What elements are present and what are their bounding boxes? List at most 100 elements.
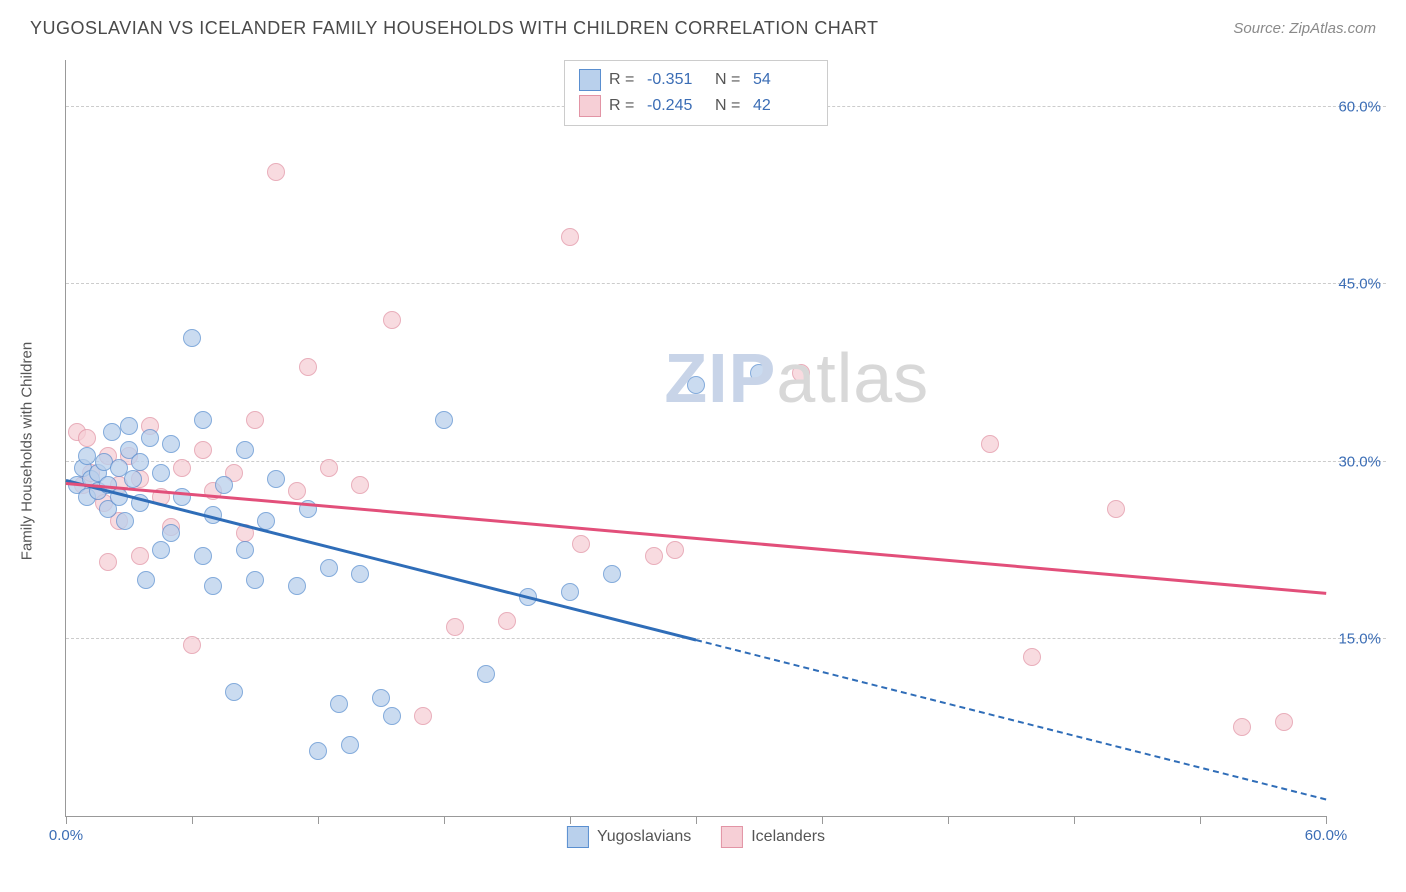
scatter-point-yugoslavians xyxy=(309,742,327,760)
n-value-icelanders: 42 xyxy=(753,97,813,115)
r-label: R = xyxy=(609,97,639,115)
legend-row-yugoslavians: R = -0.351 N = 54 xyxy=(579,67,813,93)
scatter-point-yugoslavians xyxy=(225,683,243,701)
source-attribution: Source: ZipAtlas.com xyxy=(1233,20,1376,37)
scatter-point-yugoslavians xyxy=(183,329,201,347)
scatter-point-icelanders xyxy=(267,163,285,181)
scatter-point-icelanders xyxy=(666,541,684,559)
scatter-point-icelanders xyxy=(446,618,464,636)
gridline-h xyxy=(66,638,1386,639)
scatter-point-yugoslavians xyxy=(162,524,180,542)
scatter-point-icelanders xyxy=(645,547,663,565)
xtick-label: 0.0% xyxy=(49,827,83,844)
chart-container: Family Households with Children ZIPatlas… xyxy=(45,60,1386,842)
scatter-point-yugoslavians xyxy=(267,470,285,488)
trendline-extrapolated xyxy=(696,639,1326,800)
scatter-point-icelanders xyxy=(1023,648,1041,666)
scatter-point-yugoslavians xyxy=(561,583,579,601)
legend-row-icelanders: R = -0.245 N = 42 xyxy=(579,93,813,119)
n-label: N = xyxy=(715,97,745,115)
scatter-point-icelanders xyxy=(561,228,579,246)
scatter-point-icelanders xyxy=(78,429,96,447)
scatter-point-yugoslavians xyxy=(750,364,768,382)
xtick xyxy=(66,816,67,824)
xtick xyxy=(948,816,949,824)
r-value-yugoslavians: -0.351 xyxy=(647,71,707,89)
legend-label-yugoslavians: Yugoslavians xyxy=(597,828,691,846)
xtick xyxy=(570,816,571,824)
scatter-point-yugoslavians xyxy=(330,695,348,713)
scatter-point-yugoslavians xyxy=(120,417,138,435)
scatter-point-yugoslavians xyxy=(215,476,233,494)
scatter-point-icelanders xyxy=(246,411,264,429)
xtick xyxy=(696,816,697,824)
scatter-point-yugoslavians xyxy=(152,541,170,559)
legend-item-yugoslavians: Yugoslavians xyxy=(567,826,691,848)
scatter-point-yugoslavians xyxy=(351,565,369,583)
scatter-point-yugoslavians xyxy=(603,565,621,583)
scatter-point-icelanders xyxy=(1107,500,1125,518)
source-name: ZipAtlas.com xyxy=(1289,20,1376,37)
scatter-point-yugoslavians xyxy=(194,411,212,429)
r-label: R = xyxy=(609,71,639,89)
y-axis-label: Family Households with Children xyxy=(19,342,36,560)
scatter-point-yugoslavians xyxy=(236,541,254,559)
scatter-point-yugoslavians xyxy=(687,376,705,394)
scatter-point-yugoslavians xyxy=(236,441,254,459)
gridline-h xyxy=(66,461,1386,462)
scatter-point-icelanders xyxy=(383,311,401,329)
scatter-point-yugoslavians xyxy=(162,435,180,453)
n-label: N = xyxy=(715,71,745,89)
scatter-point-yugoslavians xyxy=(152,464,170,482)
legend-item-icelanders: Icelanders xyxy=(721,826,825,848)
swatch-icelanders xyxy=(579,95,601,117)
scatter-point-yugoslavians xyxy=(103,423,121,441)
xtick xyxy=(1326,816,1327,824)
ytick-label: 30.0% xyxy=(1338,453,1381,470)
gridline-h xyxy=(66,283,1386,284)
scatter-point-icelanders xyxy=(194,441,212,459)
scatter-point-yugoslavians xyxy=(288,577,306,595)
scatter-point-icelanders xyxy=(288,482,306,500)
xtick xyxy=(1074,816,1075,824)
swatch-yugoslavians xyxy=(567,826,589,848)
scatter-point-yugoslavians xyxy=(477,665,495,683)
scatter-point-icelanders xyxy=(173,459,191,477)
xtick xyxy=(822,816,823,824)
scatter-point-icelanders xyxy=(299,358,317,376)
scatter-point-icelanders xyxy=(414,707,432,725)
r-value-icelanders: -0.245 xyxy=(647,97,707,115)
scatter-point-yugoslavians xyxy=(137,571,155,589)
correlation-legend: R = -0.351 N = 54 R = -0.245 N = 42 xyxy=(564,60,828,126)
scatter-point-yugoslavians xyxy=(204,577,222,595)
trendline xyxy=(66,479,697,641)
ytick-label: 60.0% xyxy=(1338,99,1381,116)
scatter-point-icelanders xyxy=(792,364,810,382)
scatter-point-icelanders xyxy=(572,535,590,553)
series-legend: Yugoslavians Icelanders xyxy=(567,826,825,848)
ytick-label: 15.0% xyxy=(1338,630,1381,647)
swatch-yugoslavians xyxy=(579,69,601,91)
scatter-point-yugoslavians xyxy=(78,447,96,465)
scatter-point-yugoslavians xyxy=(131,453,149,471)
chart-title: YUGOSLAVIAN VS ICELANDER FAMILY HOUSEHOL… xyxy=(30,18,879,39)
xtick-label: 60.0% xyxy=(1305,827,1348,844)
plot-area: ZIPatlas R = -0.351 N = 54 R = -0.245 N … xyxy=(65,60,1326,817)
scatter-point-icelanders xyxy=(131,547,149,565)
scatter-point-yugoslavians xyxy=(194,547,212,565)
scatter-point-icelanders xyxy=(981,435,999,453)
scatter-point-icelanders xyxy=(183,636,201,654)
scatter-point-yugoslavians xyxy=(435,411,453,429)
source-prefix: Source: xyxy=(1233,20,1289,37)
scatter-point-icelanders xyxy=(1233,718,1251,736)
xtick xyxy=(444,816,445,824)
scatter-point-icelanders xyxy=(99,553,117,571)
scatter-point-yugoslavians xyxy=(246,571,264,589)
scatter-point-yugoslavians xyxy=(116,512,134,530)
n-value-yugoslavians: 54 xyxy=(753,71,813,89)
scatter-point-yugoslavians xyxy=(141,429,159,447)
scatter-point-icelanders xyxy=(320,459,338,477)
ytick-label: 45.0% xyxy=(1338,276,1381,293)
legend-label-icelanders: Icelanders xyxy=(751,828,825,846)
scatter-point-yugoslavians xyxy=(320,559,338,577)
